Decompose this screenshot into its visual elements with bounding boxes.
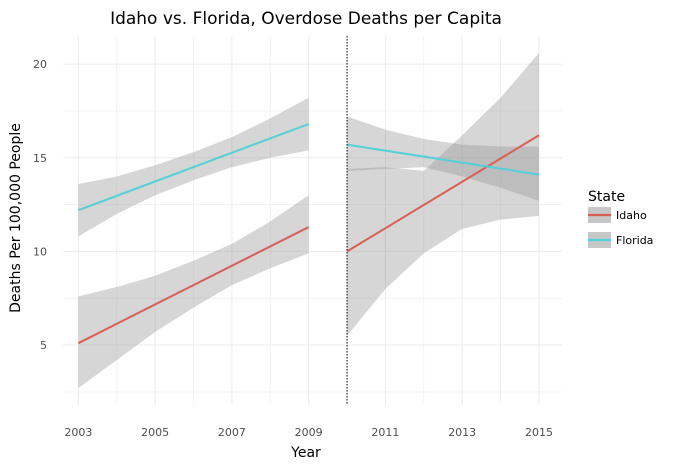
x-axis-ticks: 2003 2005 2007 2009 2011 2013 2015 xyxy=(64,426,553,439)
y-axis-title: Deaths Per 100,000 People xyxy=(8,123,24,313)
legend: State Idaho Florida xyxy=(588,189,653,248)
x-tick-label: 2005 xyxy=(141,426,169,439)
y-tick-label: 5 xyxy=(40,339,47,352)
legend-label-idaho: Idaho xyxy=(616,209,647,222)
y-axis-ticks: 5 10 15 20 xyxy=(33,58,47,352)
trend-line-idaho-pre xyxy=(77,226,310,345)
trend-lines xyxy=(77,123,540,345)
x-axis-title: Year xyxy=(290,445,321,461)
trend-line-florida-post xyxy=(346,143,540,176)
x-tick-label: 2009 xyxy=(295,426,323,439)
grid xyxy=(63,36,562,405)
x-tick-label: 2015 xyxy=(525,426,553,439)
y-tick-label: 10 xyxy=(33,245,47,258)
x-tick-label: 2003 xyxy=(64,426,92,439)
x-tick-label: 2007 xyxy=(218,426,246,439)
x-tick-label: 2011 xyxy=(371,426,399,439)
legend-label-florida: Florida xyxy=(616,234,653,247)
trend-line-florida-pre xyxy=(78,123,310,212)
trend-line-idaho-post xyxy=(346,134,540,253)
y-tick-label: 20 xyxy=(33,58,47,71)
x-tick-label: 2013 xyxy=(448,426,476,439)
chart-title: Idaho vs. Florida, Overdose Deaths per C… xyxy=(110,9,502,29)
y-tick-label: 15 xyxy=(33,152,47,165)
confidence-band-idaho-pre xyxy=(78,195,309,389)
legend-title: State xyxy=(588,189,625,205)
